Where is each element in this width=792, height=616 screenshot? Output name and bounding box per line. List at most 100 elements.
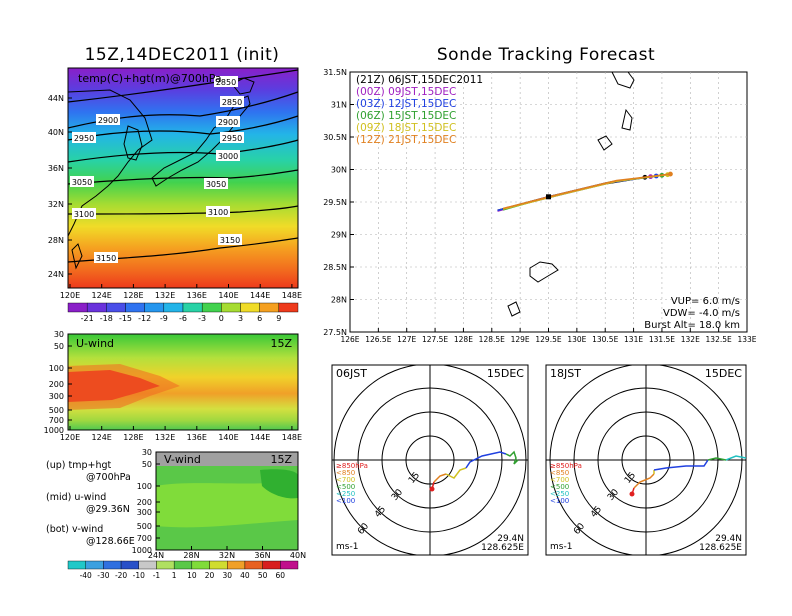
colorbar-swatch <box>262 560 281 570</box>
lon-tick-label: 144E <box>250 433 270 442</box>
hodograph-trace <box>445 467 467 479</box>
colorbar-swatch <box>244 560 263 570</box>
colorbar-tick-label: 1 <box>172 571 177 580</box>
track-grid <box>350 72 747 332</box>
pressure-tick-label: 30 <box>54 330 64 339</box>
uwind-time: 15Z <box>270 337 292 350</box>
uwind-jet-edge <box>68 364 180 410</box>
colorbar-swatch <box>156 560 175 570</box>
contour-label: 3100 <box>208 208 228 217</box>
uwind-label: U-wind <box>76 337 114 350</box>
track-lat-axis: 31.5N 31N 30.5N 30N 29.5N 29N 28.5N 28N 27.5N <box>323 68 354 337</box>
burst-marker <box>546 194 551 200</box>
island-outline <box>597 135 613 151</box>
info-line: VDW= -4.0 m/s <box>663 308 740 319</box>
hodograph-lon: 128.625E <box>699 543 742 553</box>
level-legend: <850 <box>336 469 355 477</box>
colorbar-swatch <box>191 560 210 570</box>
japan-outline <box>151 95 251 187</box>
info-line: Burst Alt= 18.0 km <box>644 320 740 331</box>
right-title: Sonde Tracking Forecast <box>437 45 655 65</box>
island-outline <box>507 301 521 317</box>
track-line <box>502 173 671 210</box>
level-legend: ≥850hPa <box>550 462 582 470</box>
note-line: (bot) v-wind <box>46 524 103 535</box>
uwind-lon-axis: 120E 124E 128E 132E 136E 140E 144E 148E <box>60 426 302 442</box>
vwind-lat-axis: 24N 28N 32N 36N 40N <box>148 546 306 560</box>
surface-marker <box>629 491 635 497</box>
colorbar-swatch <box>144 302 165 313</box>
contour-label: 2950 <box>222 134 242 143</box>
vwind-upper-band <box>156 452 298 466</box>
level-legend: ≥850hPa <box>336 462 368 470</box>
contour-label: 3050 <box>206 180 226 189</box>
contour-label: 2900 <box>98 116 118 125</box>
colorbar-tick-label: 40 <box>240 571 250 580</box>
contour-label: 2900 <box>218 118 238 127</box>
note-line: @700hPa <box>86 472 131 483</box>
lon-tick-label: 132.5E <box>706 335 732 344</box>
colorbar-swatch <box>125 302 145 313</box>
colorbar-swatch <box>182 302 203 313</box>
lon-tick-label: 132E <box>681 335 700 344</box>
lat-tick-label: 30.5N <box>323 133 347 142</box>
colorbar-tick-label: -6 <box>179 314 187 323</box>
colorbar-tick-label: 9 <box>276 314 281 323</box>
hodograph-trace <box>465 451 507 469</box>
track-lines <box>497 171 673 212</box>
hodograph-trace <box>433 473 447 483</box>
colorbar-tick-label: -20 <box>115 571 127 580</box>
map-lat-axis: 44N 40N 36N 32N 28N 24N <box>48 94 72 279</box>
lon-tick-label: 128E <box>454 335 473 344</box>
lon-tick-label: 127E <box>397 335 416 344</box>
pressure-tick-label: 700 <box>49 416 64 425</box>
colorbar-swatch <box>163 302 184 313</box>
lat-tick-label: 28N <box>331 296 347 305</box>
hodograph-trace <box>653 459 709 471</box>
pressure-tick-label: 500 <box>49 406 64 415</box>
lon-tick-label: 129.5E <box>535 335 561 344</box>
vwind-dark-blob <box>260 469 298 499</box>
lat-tick-label: 24N <box>148 551 164 560</box>
vwind-time: 15Z <box>270 453 292 466</box>
lat-tick-label: 24N <box>48 270 64 279</box>
colorbar-tick-label: -40 <box>80 571 92 580</box>
colorbar-tick-label: 10 <box>187 571 197 580</box>
lon-tick-label: 140E <box>218 291 238 300</box>
hodograph-trace <box>707 457 727 461</box>
panel-notes: (up) tmp+hgt @700hPa (mid) u-wind @29.36… <box>46 460 135 547</box>
colorbar-swatch <box>67 560 86 570</box>
level-legend: <500 <box>550 483 569 491</box>
hodograph-trace <box>725 455 746 461</box>
lat-tick-label: 29N <box>331 231 347 240</box>
pressure-tick-label: 1000 <box>44 426 64 435</box>
lon-tick-label: 128.5E <box>479 335 505 344</box>
temp-map-frame <box>67 67 299 289</box>
lon-tick-label: 140E <box>218 433 238 442</box>
legend-entry: (09Z) 18JST,15DEC <box>356 122 456 134</box>
pressure-tick-label: 100 <box>137 482 152 491</box>
pressure-tick-label: 50 <box>142 460 152 469</box>
vwind-label: V-wind <box>164 453 201 466</box>
colorbar-swatch <box>106 302 126 313</box>
lon-tick-label: 148E <box>282 291 302 300</box>
lon-tick-label: 132E <box>155 291 175 300</box>
lon-tick-label: 136E <box>187 291 207 300</box>
level-legend: <250 <box>336 490 355 498</box>
pressure-tick-label: 500 <box>137 522 152 531</box>
note-line: @128.66E <box>86 536 135 547</box>
contour-label: 3150 <box>220 236 240 245</box>
legend-entry: (00Z) 09JST,15DEC <box>356 86 456 98</box>
colorbar-swatch <box>227 560 246 570</box>
lon-tick-label: 127.5E <box>422 335 448 344</box>
pressure-tick-label: 300 <box>49 392 64 401</box>
hodograph-lat: 29.4N <box>497 534 524 544</box>
hodograph-time: 18JST <box>550 367 581 380</box>
lon-tick-label: 144E <box>250 291 270 300</box>
hokkaido-outline <box>231 77 255 95</box>
lat-tick-label: 44N <box>48 94 64 103</box>
legend-entry: (03Z) 12JST,15DEC <box>356 98 456 110</box>
colorbar-swatch <box>240 302 260 313</box>
